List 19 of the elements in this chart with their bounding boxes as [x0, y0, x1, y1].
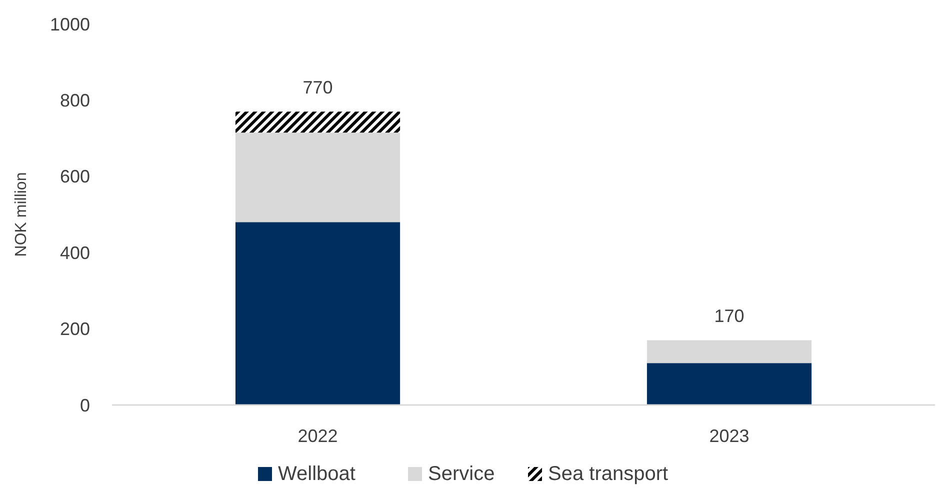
y-tick-label: 800	[60, 90, 90, 110]
y-axis-title: NOK million	[13, 172, 30, 257]
bar	[235, 132, 400, 222]
legend-label: Service	[428, 463, 495, 485]
y-tick-label: 1000	[50, 14, 90, 34]
bar	[646, 363, 812, 405]
legend-label: Wellboat	[278, 463, 356, 485]
bar	[646, 340, 812, 364]
y-tick-label: 200	[60, 319, 90, 340]
legend-label: Sea transport	[548, 463, 669, 485]
y-tick-label: 400	[60, 242, 90, 263]
total-label: 770	[302, 78, 333, 98]
y-tick-label: 600	[60, 166, 90, 187]
bar	[235, 222, 400, 405]
x-tick-label: 2023	[709, 426, 750, 446]
x-tick-label: 2022	[298, 426, 338, 446]
y-tick-label: 0	[80, 395, 90, 416]
total-label: 170	[714, 306, 744, 326]
bar	[235, 112, 400, 133]
